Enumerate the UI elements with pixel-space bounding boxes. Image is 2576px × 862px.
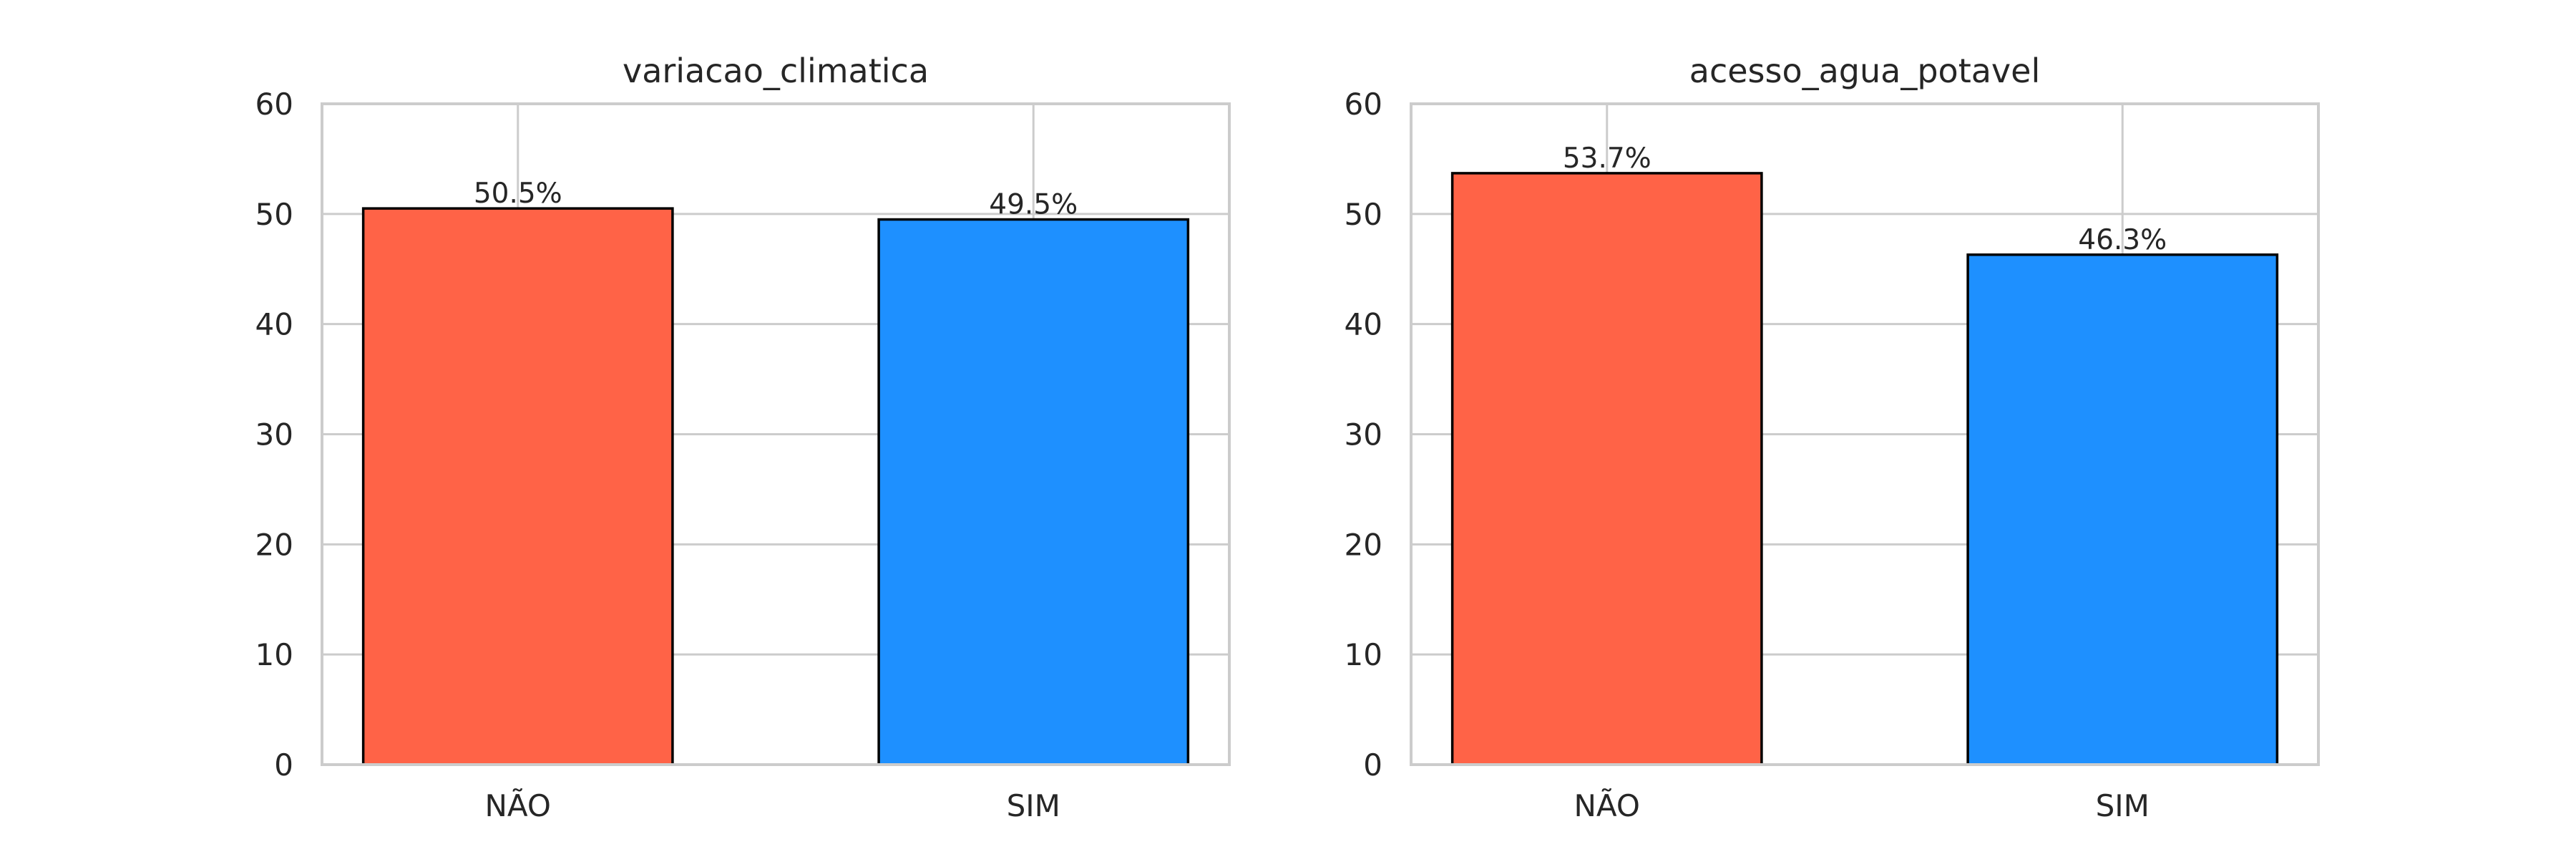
bar-2 [877, 218, 1190, 766]
y-tick-label: 50 [1345, 197, 1382, 232]
axes-frame [1410, 102, 2320, 766]
y-tick-label: 20 [255, 527, 293, 562]
x-tick-label: SIM [1007, 788, 1060, 823]
x-tick-label: NÃO [485, 788, 551, 823]
y-tick-label: 10 [255, 637, 293, 672]
data-label: 49.5% [989, 189, 1078, 221]
chart-panel-1: 50.5% 49.5% 0 10 20 30 40 50 60 NÃO SIM variacao_cl… [255, 52, 1231, 823]
bar-2 [1966, 253, 2279, 766]
axes-frame [321, 102, 1231, 766]
x-tick-label: SIM [2096, 788, 2150, 823]
data-label: 50.5% [474, 178, 562, 210]
y-tick-label: 0 [274, 747, 293, 783]
y-tick-label: 60 [255, 87, 293, 122]
x-tick-label: NÃO [1574, 788, 1640, 823]
y-tick-label: 40 [255, 307, 293, 342]
y-tick-label: 40 [1345, 307, 1382, 342]
chart-title: acesso_agua_potavel [1689, 52, 2040, 90]
y-tick-label: 10 [1345, 637, 1382, 672]
bar-1 [1450, 172, 1763, 766]
y-tick-label: 30 [1345, 417, 1382, 452]
y-tick-label: 50 [255, 197, 293, 232]
y-tick-label: 30 [255, 417, 293, 452]
y-tick-label: 20 [1345, 527, 1382, 562]
chart-panel-2: 53.7% 46.3% 0 10 20 30 40 50 60 NÃO SIM acesso_agua… [1345, 52, 2320, 823]
data-label: 46.3% [2078, 224, 2167, 256]
bar-1 [361, 207, 674, 766]
data-label: 53.7% [1563, 142, 1652, 175]
chart-title: variacao_climatica [623, 52, 929, 90]
y-tick-label: 0 [1363, 747, 1382, 783]
y-tick-label: 60 [1345, 87, 1382, 122]
